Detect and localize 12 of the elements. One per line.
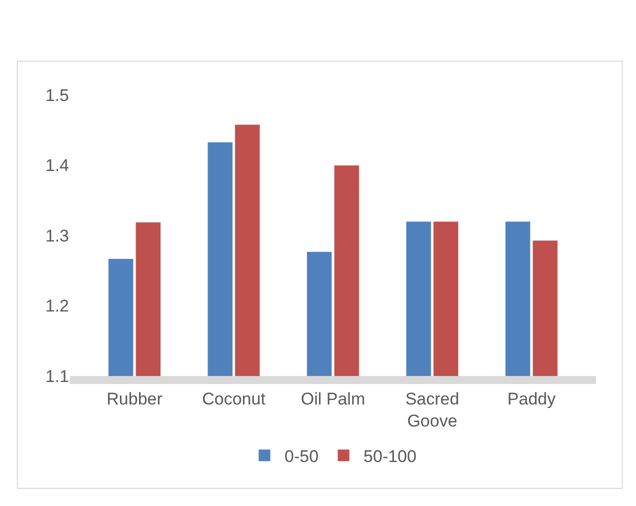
x-tick-label: Sacred Goove [405, 389, 460, 430]
y-tick-label: 1.1 [45, 366, 69, 386]
y-tick-label: 1.3 [45, 226, 69, 246]
x-tick-label: Coconut [202, 389, 266, 408]
x-tick-label: Paddy [507, 389, 556, 408]
y-tick-label: 1.2 [45, 296, 69, 316]
x-tick-label: Rubber [106, 389, 163, 408]
y-tick-label: 1.5 [45, 86, 69, 105]
x-tick-label: Oil Palm [300, 389, 366, 408]
legend-label: 50-100 [364, 447, 416, 466]
y-tick-label: 1.4 [45, 156, 69, 176]
legend-label: 0-50 [284, 447, 319, 466]
